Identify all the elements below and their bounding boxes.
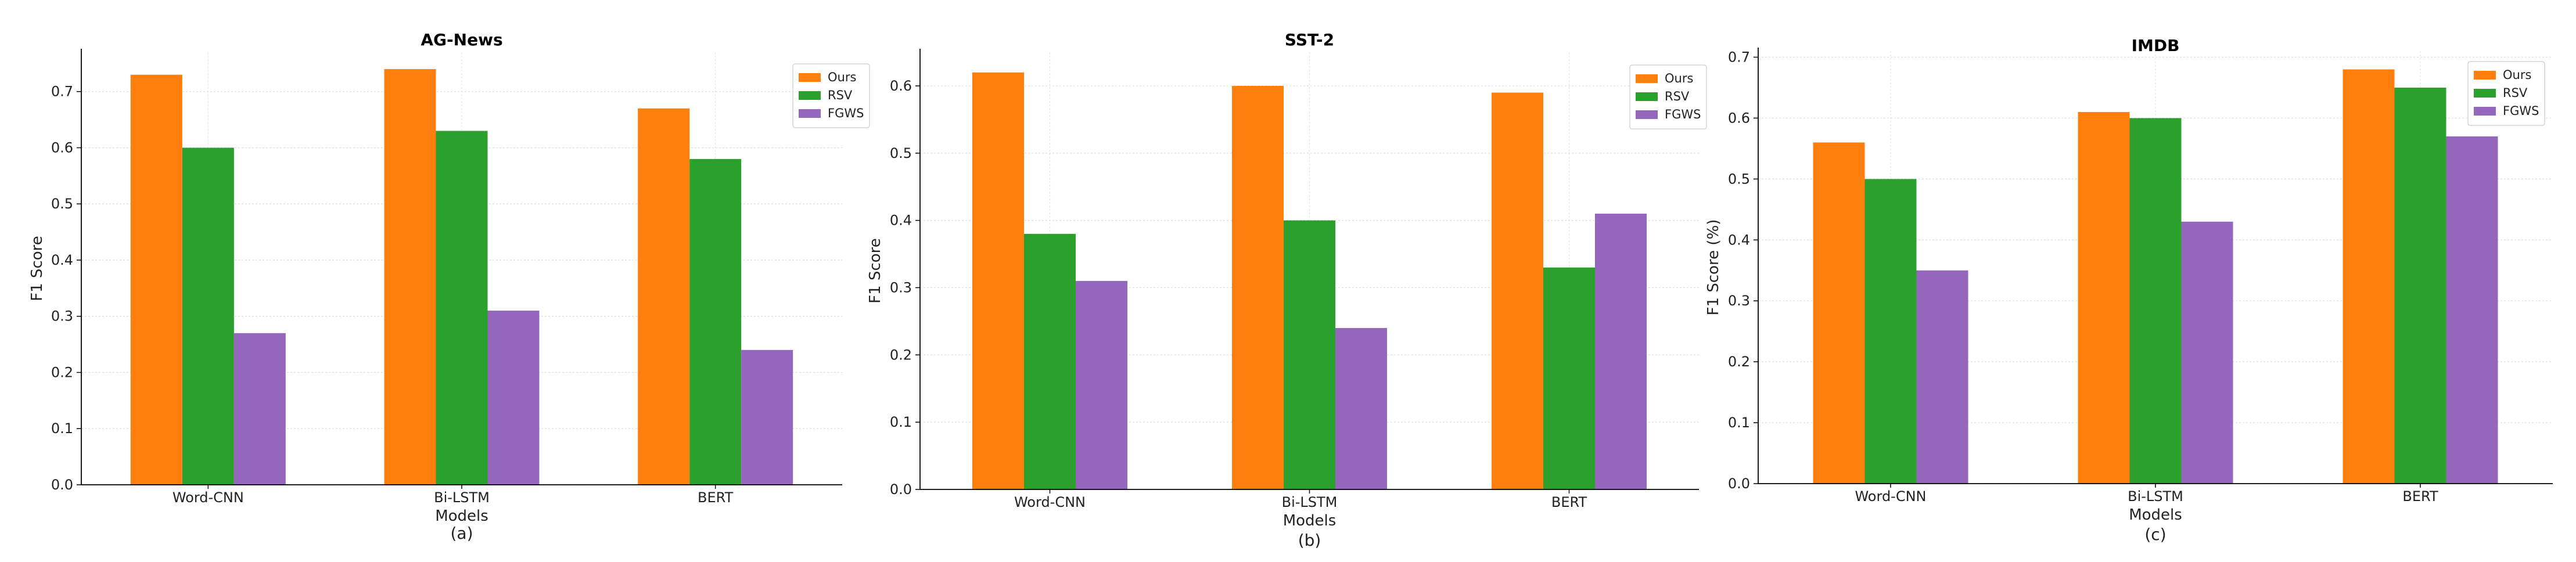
chart-panel-3: 0.0 0.1 0.2 0.3 0.4 0.5 0.6 0.7 Word-CNN Bi-LSTM B… [1705,36,2553,544]
y-tick-label: 0.1 [890,414,912,430]
bar-fgws-word-cnn [1916,270,1968,484]
y-tick-label: 0.0 [51,477,73,493]
bar-fgws-bert [2446,136,2498,484]
y-axis-title: F1 Score [28,236,46,301]
panel-caption: (c) [2144,525,2166,544]
y-tick-label: 0.2 [890,347,912,363]
y-tick-label: 0.4 [51,252,73,268]
bar-rsv-bi-lstm [1284,220,1335,489]
y-tick-label: 0.2 [51,364,73,380]
bar-ours-word-cnn [972,72,1024,489]
bar-ours-bert [2343,69,2395,484]
x-tick-label: Bi-LSTM [2128,488,2183,505]
legend-swatch-fgws [799,109,821,118]
legend-label-ours: Ours [2503,68,2531,82]
bar-ours-bi-lstm [2078,111,2130,484]
bar-rsv-word-cnn [182,147,234,485]
bar-ours-word-cnn [1813,142,1865,484]
bar-fgws-word-cnn [233,333,286,485]
legend-label-fgws: FGWS [1665,107,1701,121]
legend: Ours RSV FGWS [1629,64,1707,129]
legend-swatch-ours [799,73,821,82]
y-tick-label: 0.6 [890,78,912,94]
bar-fgws-word-cnn [1076,280,1127,489]
legend-label-ours: Ours [1665,71,1693,85]
bar-ours-word-cnn [130,74,182,485]
bar-ours-bi-lstm [1232,85,1284,489]
y-tick-label: 0.0 [1728,475,1750,492]
bar-rsv-bert [1543,267,1595,489]
legend-label-fgws: FGWS [828,106,864,120]
y-tick-label: 0.5 [1728,171,1750,187]
legend-swatch-rsv [799,91,821,100]
legend-swatch-fgws [2474,107,2496,116]
x-axis-title: Models [1283,512,1336,529]
y-tick-label: 0.5 [890,145,912,161]
bar-rsv-word-cnn [1024,233,1076,489]
bar-rsv-bert [689,158,742,485]
bar-rsv-word-cnn [1864,179,1917,484]
x-tick-label: Bi-LSTM [1282,494,1338,510]
y-tick-label: 0.6 [1728,110,1750,126]
x-tick-label: BERT [698,489,734,506]
chart-panel-2: 0.0 0.1 0.2 0.3 0.4 0.5 0.6 Word-CNN Bi-LSTM BERT… [867,30,1707,550]
y-tick-label: 0.1 [1728,415,1750,431]
y-tick-label: 0.1 [51,420,73,437]
x-axis-title: Models [2129,506,2182,524]
y-tick-label: 0.4 [890,212,912,229]
legend-label-ours: Ours [828,70,856,84]
x-tick-label: Word-CNN [1014,494,1086,510]
legend-swatch-fgws [1636,110,1658,119]
panel-caption: (a) [450,524,473,543]
y-tick-label: 0.0 [890,481,912,498]
bar-rsv-bi-lstm [436,131,488,485]
y-tick-label: 0.2 [1728,354,1750,370]
legend-label-rsv: RSV [2503,86,2528,100]
legend-label-fgws: FGWS [2503,104,2539,118]
bar-ours-bert [1492,92,1543,489]
legend-swatch-ours [1636,74,1658,83]
bar-fgws-bi-lstm [2181,221,2233,484]
chart-title: IMDB [2132,36,2180,55]
y-axis-title: F1 Score (%) [1705,219,1722,316]
y-tick-label: 0.6 [51,139,73,156]
bar-ours-bert [638,108,690,485]
bar-rsv-bi-lstm [2129,118,2182,484]
x-tick-label: Bi-LSTM [434,489,490,506]
legend-swatch-rsv [2474,89,2496,98]
bar-rsv-bert [2394,87,2446,484]
y-tick-label: 0.7 [1728,49,1750,65]
bar-fgws-bert [741,350,793,485]
y-tick-label: 0.7 [51,84,73,100]
y-tick-label: 0.3 [890,279,912,296]
legend: Ours RSV FGWS [792,63,870,128]
chart-title: AG-News [421,30,502,49]
x-tick-label: BERT [2402,488,2438,505]
legend-label-rsv: RSV [828,88,853,102]
y-tick-label: 0.5 [51,196,73,212]
y-axis-title: F1 Score [867,238,884,304]
bar-ours-bi-lstm [384,69,436,485]
bar-fgws-bi-lstm [487,311,540,485]
legend: Ours RSV FGWS [2467,61,2545,126]
legend-label-rsv: RSV [1665,89,1690,103]
chart-title: SST-2 [1285,30,1334,49]
bar-fgws-bert [1595,214,1647,489]
y-tick-label: 0.3 [1728,293,1750,309]
bar-fgws-bi-lstm [1335,327,1387,489]
x-tick-label: BERT [1551,494,1587,510]
panel-caption: (b) [1298,531,1321,550]
legend-swatch-rsv [1636,92,1658,101]
y-tick-label: 0.4 [1728,232,1750,248]
legend-swatch-ours [2474,71,2496,80]
x-axis-title: Models [435,507,488,525]
chart-panel-1: 0.0 0.1 0.2 0.3 0.4 0.5 0.6 0.7 Word-CNN Bi-LSTM B… [28,30,870,543]
y-tick-label: 0.3 [51,308,73,325]
x-tick-label: Word-CNN [173,489,244,506]
x-tick-label: Word-CNN [1855,488,1926,505]
